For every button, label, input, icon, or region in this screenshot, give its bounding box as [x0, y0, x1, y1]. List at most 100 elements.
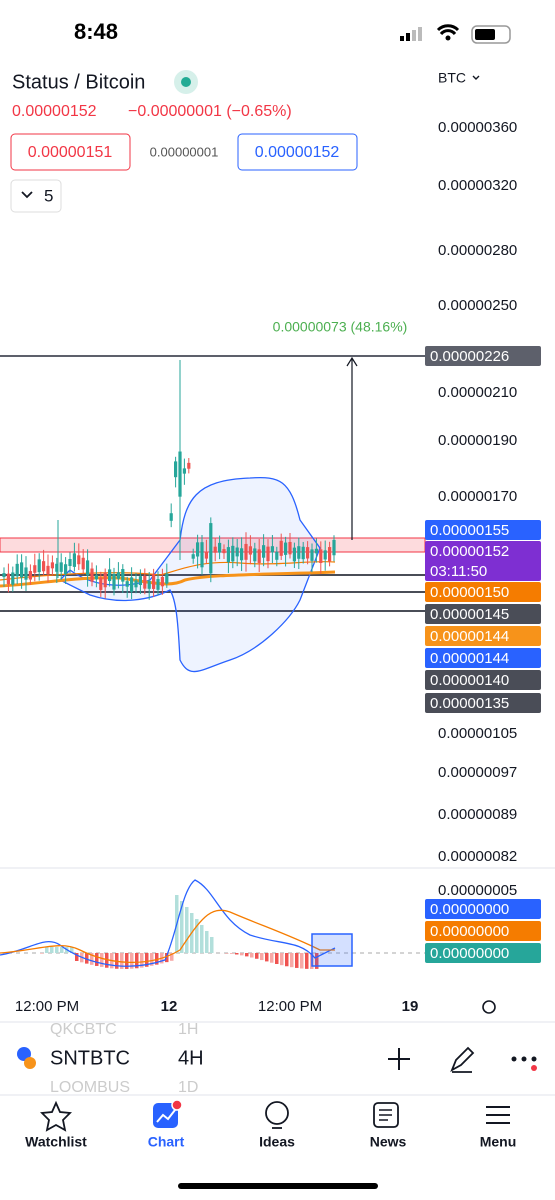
indicator-tag-label: 0.00000000: [430, 945, 509, 962]
candle-body: [204, 551, 208, 559]
more-button[interactable]: [511, 1056, 538, 1072]
symbol[interactable]: SNTBTC: [50, 1047, 130, 1069]
candle-body: [297, 546, 301, 559]
candle-body: [174, 461, 178, 478]
candle-body: [310, 549, 314, 561]
indicator-tag: [425, 899, 541, 919]
candle-body: [112, 573, 116, 590]
chart-icon: [153, 1103, 178, 1128]
interval[interactable]: 4H: [178, 1047, 204, 1069]
candle-body: [121, 569, 125, 582]
histogram-bar: [75, 953, 79, 961]
price-tag: [425, 648, 541, 668]
histogram-bar: [270, 953, 274, 963]
nav-item[interactable]: Menu: [480, 1134, 517, 1150]
histogram-bar: [285, 953, 289, 967]
histogram-bar: [165, 953, 169, 963]
candle-body: [314, 548, 318, 554]
candle-body: [213, 546, 217, 553]
sell-button[interactable]: [10, 133, 131, 171]
price-axis-label: 0.00000082: [438, 848, 517, 865]
price-tag-label: 0.00000135: [430, 695, 509, 712]
nav-item[interactable]: Chart: [148, 1134, 185, 1150]
price-tag: [425, 346, 541, 366]
price-tag-label: 0.00000145: [430, 606, 509, 623]
nav-item[interactable]: News: [370, 1134, 407, 1150]
histogram-bar: [295, 953, 299, 968]
countdown: 03:11:50: [430, 563, 487, 580]
add-button[interactable]: [388, 1048, 410, 1070]
price-tag: [425, 604, 541, 624]
candle-body: [288, 541, 292, 555]
histogram-bar: [45, 947, 49, 953]
draw-button[interactable]: [450, 1046, 475, 1073]
candle-body: [138, 576, 142, 586]
coin-icon: [24, 1057, 36, 1069]
price-change: −0.00000001 (−0.65%): [128, 103, 292, 120]
measure-label: 0.00000073 (48.16%): [273, 319, 408, 335]
price-axis-label: 0.00000097: [438, 764, 517, 781]
indicators-toggle[interactable]: [10, 179, 62, 213]
nav-item[interactable]: Ideas: [259, 1134, 295, 1150]
candle-body: [209, 523, 213, 574]
price-tag-label: 0.00000152: [430, 543, 509, 560]
candle-body: [33, 565, 37, 573]
histogram-bar: [140, 953, 144, 968]
histogram-bar: [105, 953, 109, 968]
indicator-count: 5: [44, 186, 53, 205]
indicator-tag: [425, 943, 541, 963]
buy-button[interactable]: [237, 133, 358, 171]
candle-body: [152, 573, 156, 589]
price-tag: [425, 670, 541, 690]
histogram-bar: [150, 953, 154, 966]
candle-body: [200, 542, 204, 568]
candle-body: [292, 547, 296, 562]
candle-body: [156, 579, 160, 590]
nav: Watchlist Chart Ideas News Menu: [25, 1134, 516, 1150]
histogram-bar: [135, 953, 139, 969]
price-tag: [425, 626, 541, 646]
candle-body: [81, 557, 85, 570]
histogram-bar: [185, 907, 189, 953]
bid: 0.00000151: [28, 144, 113, 161]
time-axis-label: 12: [161, 998, 178, 1015]
nav-item[interactable]: Watchlist: [25, 1134, 87, 1150]
coin-icon: [17, 1047, 31, 1061]
price-axis-label: 0.00000320: [438, 177, 517, 194]
candle-body: [6, 573, 10, 585]
candle-body: [20, 562, 24, 578]
candle-body: [15, 563, 19, 577]
histogram-bar: [120, 953, 124, 969]
histogram-bar: [290, 953, 294, 968]
currency[interactable]: BTC: [438, 70, 466, 86]
histogram-bar: [130, 953, 134, 969]
candle-body: [72, 553, 76, 567]
price-tag-label: 0.00000144: [430, 650, 509, 667]
histogram-bar: [240, 953, 244, 956]
price-axis-label: 0.00000170: [438, 488, 517, 505]
ideas-icon: [265, 1101, 289, 1125]
candle-body: [125, 581, 129, 587]
candle-body: [244, 543, 248, 560]
ask: 0.00000152: [255, 144, 340, 161]
candle-body: [226, 547, 230, 563]
candle-body: [332, 539, 336, 556]
news-icon: [373, 1102, 399, 1128]
histogram-bar: [125, 953, 129, 969]
last-price: 0.00000152: [12, 103, 97, 120]
candle-body: [231, 545, 235, 562]
candle-body: [37, 559, 41, 573]
histogram-bar: [195, 919, 199, 953]
price-axis-label: 0.00000250: [438, 297, 517, 314]
candle-body: [284, 542, 288, 555]
candle-body: [306, 547, 310, 559]
indicator-tag-label: 0.00000000: [430, 901, 509, 918]
theme-toggle[interactable]: [482, 1000, 496, 1014]
candle-body: [94, 575, 98, 580]
candle-body: [319, 549, 323, 564]
prev-interval: 1H: [178, 1021, 198, 1038]
price-tag: [425, 582, 541, 602]
chevron: [21, 191, 33, 199]
price-tag: [425, 541, 541, 581]
